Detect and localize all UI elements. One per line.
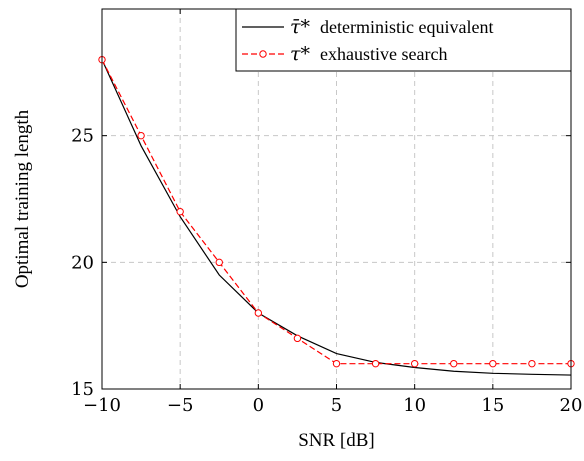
x-tick-labels: −10 −5 0 5 10 15 20 [83, 395, 582, 416]
grid [102, 9, 571, 389]
legend: τ̄* deterministic equivalent τ* exhaustive … [235, 8, 572, 72]
y-tick-label: 25 [71, 126, 94, 147]
x-tick-label: 0 [253, 395, 264, 416]
data-point [176, 207, 184, 216]
x-tick-label: −10 [83, 395, 121, 416]
y-axis-label: Optimal training length [12, 109, 33, 288]
series-layer [98, 55, 575, 376]
data-point [528, 359, 536, 368]
y-tick-label: 15 [71, 379, 94, 400]
data-point [137, 131, 145, 140]
data-point [450, 359, 458, 368]
x-tick-label: 15 [481, 395, 504, 416]
data-point [371, 359, 380, 368]
data-point [410, 359, 419, 368]
y-tick-labels: 15 20 25 [71, 126, 94, 400]
series-line-1 [101, 59, 572, 376]
data-point [293, 334, 302, 343]
x-tick-label: −5 [167, 395, 194, 416]
x-tick-label: 5 [331, 395, 342, 416]
data-point [332, 359, 341, 368]
x-axis-label: SNR [dB] [298, 430, 375, 451]
legend-entry-label: exhaustive search [320, 44, 447, 64]
x-tick-label: 20 [560, 395, 583, 416]
data-point [254, 309, 263, 317]
legend-entry-label: deterministic equivalent [320, 17, 493, 37]
data-point [489, 359, 497, 368]
legend-box [235, 8, 572, 72]
legend-symbol: τ* [290, 43, 311, 65]
x-tick-label: 10 [403, 395, 426, 416]
data-point [215, 258, 223, 267]
legend-marker [259, 50, 267, 58]
y-tick-label: 20 [71, 252, 94, 273]
legend-symbol: τ̄* [290, 16, 311, 38]
